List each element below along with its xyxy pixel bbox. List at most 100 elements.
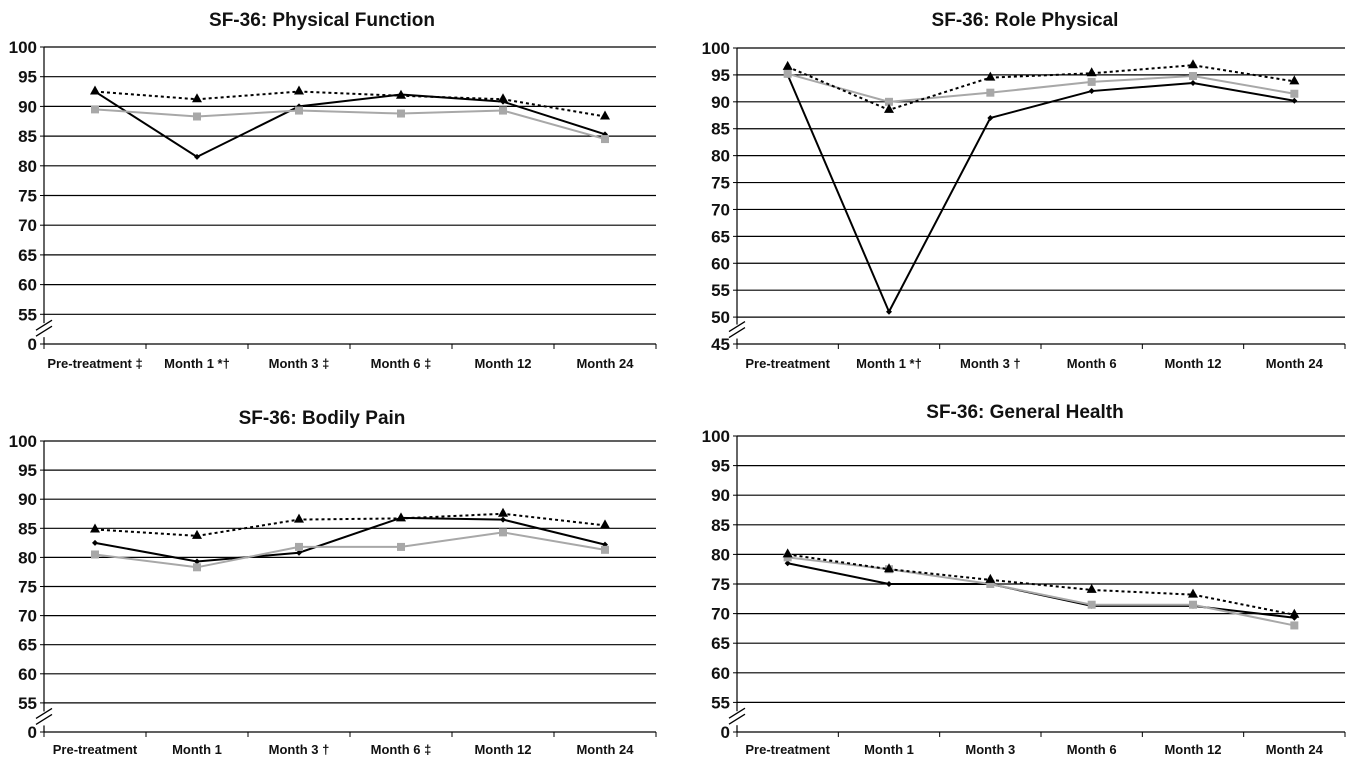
x-tick-label: Month 3 † <box>960 356 1021 371</box>
x-tick-label: Month 6 ‡ <box>371 356 432 371</box>
series-line-gray-square <box>94 108 606 141</box>
x-tick-label: Pre-treatment <box>745 742 830 757</box>
y-tick-label: 65 <box>18 246 37 265</box>
data-point-dotted-black-triangle <box>1086 67 1097 77</box>
series-line-gray-square <box>787 72 1295 103</box>
data-point-gray-square <box>397 109 405 118</box>
data-point-solid-black-diamond <box>987 114 994 121</box>
x-tick-label: Month 6 <box>1067 356 1117 371</box>
axis-break-mark <box>35 713 53 726</box>
series-line-solid-black-diamond <box>786 74 1295 315</box>
y-tick-label: 80 <box>711 545 730 564</box>
data-point-solid-black-diamond <box>1291 97 1298 104</box>
series-line-dotted-black-triangle <box>94 512 606 537</box>
data-point-solid-black-diamond <box>194 558 200 565</box>
data-point-dotted-black-triangle <box>600 110 610 120</box>
data-point-dotted-black-triangle <box>1188 59 1198 69</box>
axis-break-mark <box>728 326 746 339</box>
data-point-dotted-black-triangle <box>1289 75 1300 85</box>
data-point-solid-black-diamond <box>886 581 892 587</box>
data-point-dotted-black-triangle <box>600 519 610 529</box>
chart-general-health: SF-36: General Health 0 55 60 65 70 75 80 85 90 95… <box>702 402 1346 757</box>
y-tick-label: 85 <box>18 519 37 538</box>
data-point-dotted-black-triangle <box>396 512 406 522</box>
y-tick-label: 75 <box>711 575 730 594</box>
axis-break-mark <box>728 320 746 333</box>
x-tick-label: Month 1 <box>864 742 914 757</box>
y-tick-label: 0 <box>28 335 37 354</box>
y-tick-label: 80 <box>18 548 37 567</box>
data-point-dotted-black-triangle <box>985 71 996 81</box>
y-tick-label: 70 <box>711 200 730 219</box>
y-tick-label: 60 <box>18 276 37 295</box>
data-point-dotted-black-triangle <box>1086 583 1097 593</box>
y-tick-label: 75 <box>18 578 37 597</box>
series-line-solid-black-diamond <box>94 516 606 563</box>
y-tick-label: 95 <box>711 66 730 85</box>
data-point-gray-square <box>1290 89 1299 98</box>
y-tick-label: 60 <box>711 254 730 273</box>
data-point-gray-square <box>601 545 609 554</box>
y-tick-label: 75 <box>18 187 37 206</box>
x-tick-label: Month 3 † <box>269 742 330 757</box>
x-tick-label: Month 24 <box>576 356 634 371</box>
data-point-dotted-black-triangle <box>985 573 996 583</box>
y-tick-label: 0 <box>28 723 37 742</box>
y-tick-label: 75 <box>711 174 730 193</box>
data-point-gray-square <box>499 528 507 537</box>
data-point-solid-black-diamond <box>194 153 200 160</box>
data-point-dotted-black-triangle <box>1188 588 1198 598</box>
data-point-gray-square <box>193 112 201 121</box>
x-tick-label: Month 3 ‡ <box>269 356 330 371</box>
data-point-gray-square <box>499 106 507 115</box>
y-tick-label: 65 <box>711 227 730 246</box>
data-point-gray-square <box>1087 600 1096 609</box>
y-tick-label: 85 <box>711 120 730 139</box>
y-tick-label: 100 <box>702 427 730 446</box>
data-point-dotted-black-triangle <box>396 89 406 99</box>
x-tick-label: Month 12 <box>474 356 531 371</box>
data-point-dotted-black-triangle <box>90 523 100 533</box>
data-point-gray-square <box>885 97 893 106</box>
data-point-dotted-black-triangle <box>192 529 202 539</box>
y-tick-label: 70 <box>18 607 37 626</box>
y-tick-label: 100 <box>9 38 37 57</box>
y-tick-label: 65 <box>18 636 37 655</box>
data-point-gray-square <box>295 106 303 115</box>
y-tick-label: 65 <box>711 634 730 653</box>
y-tick-label: 90 <box>18 490 37 509</box>
y-tick-label: 80 <box>18 157 37 176</box>
data-point-dotted-black-triangle <box>294 85 304 95</box>
x-tick-label: Month 12 <box>474 742 531 757</box>
chart-title: SF-36: Physical Function <box>209 10 435 31</box>
data-point-gray-square <box>1189 600 1197 609</box>
chart-title: SF-36: Role Physical <box>932 10 1119 31</box>
y-tick-label: 95 <box>18 461 37 480</box>
data-point-dotted-black-triangle <box>884 563 894 573</box>
x-tick-label: Month 1 <box>172 742 222 757</box>
x-tick-label: Month 12 <box>1164 742 1221 757</box>
data-point-solid-black-diamond <box>296 549 302 556</box>
y-tick-label: 85 <box>18 127 37 146</box>
data-point-gray-square <box>1290 621 1299 630</box>
data-point-dotted-black-triangle <box>90 85 100 95</box>
data-point-gray-square <box>91 550 99 559</box>
y-tick-label: 50 <box>711 308 730 327</box>
data-point-solid-black-diamond <box>1088 88 1095 95</box>
x-tick-label: Month 1 *† <box>856 356 922 371</box>
data-point-gray-square <box>601 135 609 144</box>
y-tick-label: 55 <box>18 694 37 713</box>
x-tick-label: Pre-treatment <box>53 742 138 757</box>
y-tick-label: 95 <box>18 68 37 87</box>
data-point-gray-square <box>295 542 303 551</box>
data-point-gray-square <box>193 563 201 572</box>
x-tick-label: Month 3 <box>965 742 1015 757</box>
data-point-dotted-black-triangle <box>498 507 508 517</box>
axis-break-mark <box>728 707 746 719</box>
data-point-dotted-black-triangle <box>884 103 894 113</box>
series-line-gray-square <box>787 556 1295 627</box>
y-tick-label: 70 <box>18 216 37 235</box>
y-tick-label: 70 <box>711 605 730 624</box>
data-point-solid-black-diamond <box>92 539 98 546</box>
